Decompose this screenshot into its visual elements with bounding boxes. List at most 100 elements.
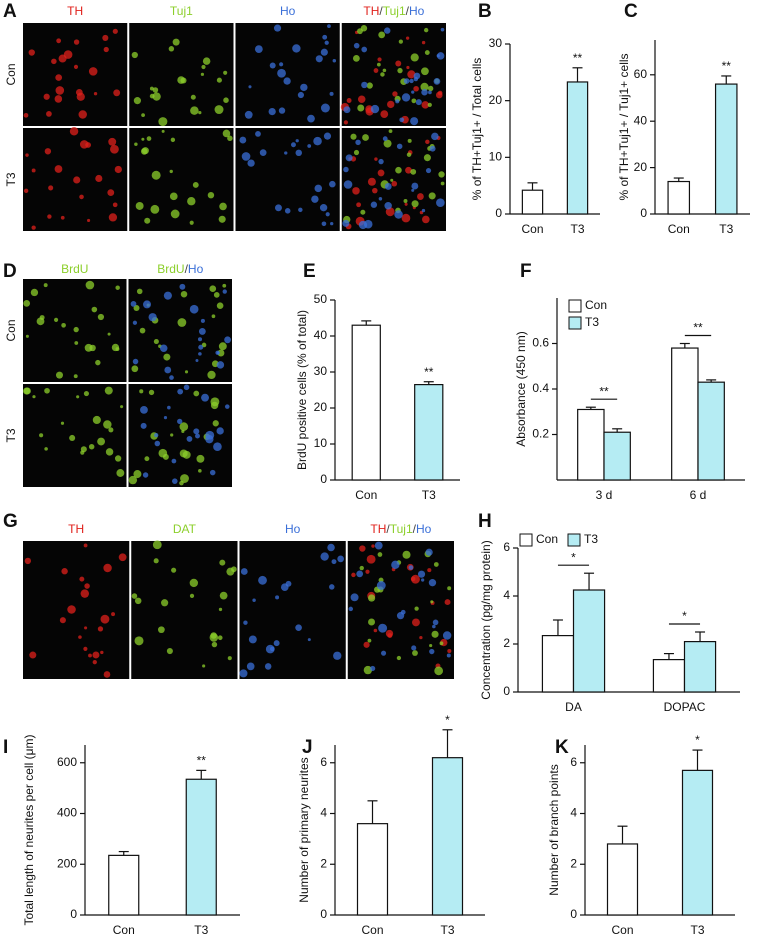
row-label: T3 xyxy=(4,172,18,186)
cell xyxy=(248,85,252,89)
panel-letter: B xyxy=(478,1,492,22)
cell xyxy=(370,201,378,208)
cell xyxy=(373,68,379,73)
label-part: Tuj1 xyxy=(170,4,193,18)
cell xyxy=(170,433,174,437)
cell xyxy=(321,221,327,227)
cell xyxy=(431,630,439,638)
cell xyxy=(247,159,255,167)
cell xyxy=(189,220,194,225)
cell xyxy=(343,166,349,173)
cell xyxy=(378,623,388,633)
y-tick-label: 400 xyxy=(57,806,77,820)
cell xyxy=(113,89,121,97)
cell xyxy=(279,62,284,67)
y-tick-label: 0 xyxy=(320,907,327,921)
cell xyxy=(180,290,188,298)
cell xyxy=(141,137,145,141)
cell xyxy=(180,77,187,84)
cell xyxy=(159,344,168,353)
cell xyxy=(227,135,233,142)
cell xyxy=(153,338,159,345)
significance: * xyxy=(695,733,700,747)
column-label: DAT xyxy=(173,522,197,536)
cell xyxy=(327,543,335,552)
cell xyxy=(104,386,113,395)
panel-letter: F xyxy=(520,261,532,282)
cell xyxy=(407,70,416,79)
cell xyxy=(298,207,303,213)
y-tick-label: 4 xyxy=(320,806,327,820)
cell xyxy=(140,422,147,429)
cell xyxy=(415,99,422,106)
cell xyxy=(446,653,451,658)
cell xyxy=(243,620,248,625)
cell xyxy=(356,202,362,208)
cell xyxy=(414,606,419,611)
cell xyxy=(153,558,159,564)
cell xyxy=(55,371,63,379)
cell xyxy=(413,72,421,80)
significance: ** xyxy=(599,384,609,398)
x-tick-label: 6 d xyxy=(690,488,707,502)
cell xyxy=(73,64,79,69)
cell xyxy=(103,420,112,429)
x-tick-label: T3 xyxy=(422,488,436,502)
cell xyxy=(224,336,231,344)
cell xyxy=(157,626,165,634)
cell xyxy=(171,478,178,484)
cell xyxy=(378,31,386,39)
cell xyxy=(97,626,104,632)
cell xyxy=(76,395,80,399)
x-tick-label: Con xyxy=(355,488,377,502)
cell xyxy=(269,62,276,69)
cell xyxy=(345,154,353,162)
y-axis-title: Concentration (pg/mg protein) xyxy=(479,540,493,699)
cell xyxy=(29,651,37,659)
cell xyxy=(73,176,81,184)
cell xyxy=(54,95,63,103)
cell xyxy=(377,552,383,557)
cell xyxy=(209,285,217,293)
y-axis-title: % of TH+Tuj1+ / Total cells xyxy=(470,58,484,201)
cell xyxy=(222,283,227,288)
cell xyxy=(87,218,91,223)
cell xyxy=(401,93,411,102)
cell xyxy=(209,633,219,642)
cell xyxy=(368,618,376,626)
cell xyxy=(307,638,311,642)
y-tick-label: 20 xyxy=(314,400,328,414)
cell xyxy=(78,635,82,639)
cell xyxy=(102,34,109,41)
significance: ** xyxy=(693,321,703,335)
panel-letter: C xyxy=(624,1,638,22)
cell xyxy=(198,327,206,335)
bar xyxy=(681,769,714,916)
legend-swatch xyxy=(519,533,533,547)
cell xyxy=(356,570,364,578)
cell xyxy=(314,184,323,193)
y-tick-label: 20 xyxy=(634,160,648,174)
cell xyxy=(222,129,231,138)
cell xyxy=(385,629,394,638)
legend-label: Con xyxy=(536,532,558,546)
y-axis-title: BrdU positive cells (% of total) xyxy=(295,310,309,470)
cell xyxy=(421,89,428,96)
cell xyxy=(120,405,124,409)
cell xyxy=(108,213,118,222)
cell xyxy=(73,374,78,379)
cell xyxy=(213,442,222,452)
cell xyxy=(219,202,227,211)
cell xyxy=(363,665,373,675)
cell xyxy=(193,428,200,435)
cell xyxy=(439,641,444,646)
cell xyxy=(170,137,176,143)
cell xyxy=(376,62,381,67)
cell xyxy=(85,280,95,290)
cell xyxy=(350,593,359,602)
cell xyxy=(427,568,432,573)
cell xyxy=(346,98,352,103)
bar xyxy=(683,640,717,693)
bar xyxy=(603,431,631,481)
legend-label: Con xyxy=(585,298,607,312)
